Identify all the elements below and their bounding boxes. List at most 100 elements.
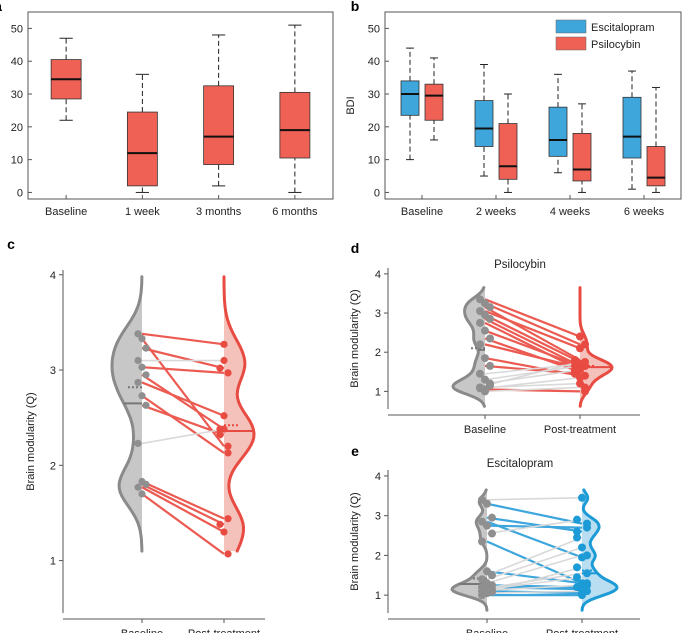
post-point — [216, 520, 224, 528]
baseline-point — [138, 363, 146, 371]
subject-change-line — [484, 361, 581, 387]
post-point — [220, 412, 228, 420]
y-tick-label: 0 — [374, 187, 380, 199]
post-point — [576, 332, 584, 341]
post-point — [224, 515, 232, 523]
post-point — [224, 369, 232, 377]
y-tick-label: 20 — [11, 122, 23, 134]
subject-change-line — [484, 314, 581, 363]
baseline-point — [476, 369, 484, 378]
subject-change-line — [484, 321, 581, 371]
panel-label: c — [7, 236, 15, 252]
subject-change-line — [484, 329, 581, 367]
post-point — [224, 449, 232, 457]
post-point — [220, 356, 228, 365]
subject-change-line — [484, 310, 581, 350]
baseline-half-violin-fill — [453, 287, 485, 407]
y-tick-label: 0 — [17, 187, 23, 199]
y-tick-label: 2 — [375, 347, 381, 359]
y-tick-label: 4 — [50, 270, 56, 282]
subject-change-line — [141, 480, 225, 520]
post-half-violin-fill — [582, 489, 617, 611]
post-point — [583, 569, 591, 578]
baseline-point — [486, 314, 494, 323]
y-tick-label: 2 — [375, 550, 381, 562]
subject-change-line — [484, 376, 581, 390]
y-tick-label: 4 — [375, 269, 381, 281]
panel-d-psilocybin-modularity-raincloud: d Psilocybin 1 2 3 4 Brain modularity (Q) Basel… — [349, 240, 640, 436]
baseline-half-violin-outline — [450, 488, 489, 612]
x-tick-label: 2 weeks — [476, 206, 517, 218]
legend-swatch — [555, 36, 587, 51]
baseline-point — [488, 529, 496, 538]
post-point — [573, 515, 581, 524]
post-point — [224, 442, 232, 450]
subject-change-line — [486, 572, 583, 589]
subject-change-line — [486, 520, 583, 559]
y-tick-label: 1 — [50, 556, 56, 568]
box-iqr — [126, 111, 158, 187]
baseline-point — [486, 303, 494, 312]
y-tick-label: 2 — [50, 460, 56, 472]
baseline-point — [486, 381, 494, 390]
baseline-point — [142, 480, 150, 488]
baseline-half-violin-fill — [112, 276, 142, 552]
subject-change-line — [141, 483, 225, 526]
post-point — [573, 563, 581, 572]
subject-change-line — [484, 365, 581, 381]
baseline-point — [142, 401, 150, 409]
post-point — [573, 573, 581, 582]
y-tick-label: 3 — [50, 365, 56, 377]
box-iqr — [548, 106, 568, 157]
subject-change-line — [486, 516, 583, 533]
baseline-point — [134, 356, 142, 365]
post-point — [220, 340, 228, 348]
box-iqr — [498, 123, 518, 180]
panel-label: e — [351, 443, 359, 459]
panel-c-modularity-raincloud: c 1 2 3 4 Brain modularity (Q) Baseline Post-tr… — [7, 236, 265, 633]
baseline-point — [481, 326, 489, 335]
post-point — [576, 344, 584, 353]
y-tick-label: 40 — [368, 56, 380, 68]
box-iqr — [279, 91, 311, 159]
x-tick-label: Post-treatment — [544, 424, 616, 436]
post-point — [581, 361, 589, 370]
post-point — [571, 358, 579, 366]
subject-change-line — [141, 381, 225, 417]
panel-e-escitalopram-modularity-raincloud: e Escitalopram 1 2 3 4 Brain modularity (Q) Bas… — [349, 443, 640, 633]
baseline-point — [134, 330, 142, 338]
y-axis-label: Brain modularity (Q) — [25, 392, 37, 490]
y-tick-label: 10 — [368, 155, 380, 167]
baseline-point — [134, 439, 142, 448]
subject-change-line — [484, 306, 581, 362]
baseline-point — [478, 537, 486, 546]
x-tick-label: Post-treatment — [546, 628, 618, 633]
baseline-point — [142, 371, 150, 379]
subject-change-line — [484, 302, 581, 346]
subject-change-line — [486, 584, 583, 592]
legend-swatch — [555, 19, 587, 34]
post-point — [583, 551, 591, 560]
box-iqr — [203, 85, 235, 165]
y-tick-label: 50 — [368, 23, 380, 35]
baseline-point — [138, 335, 146, 343]
post-point — [578, 493, 586, 502]
x-tick-label: 4 weeks — [550, 206, 591, 218]
plot-frame — [27, 11, 334, 200]
x-tick-label: 3 months — [196, 206, 242, 218]
post-half-violin-outline — [222, 275, 256, 553]
baseline-point — [138, 490, 146, 498]
post-point — [216, 431, 224, 439]
post-point — [220, 425, 228, 433]
box-iqr — [400, 80, 420, 116]
y-tick-label: 3 — [375, 511, 381, 523]
y-tick-label: 3 — [375, 308, 381, 320]
plot-frame — [384, 11, 682, 200]
subject-change-line — [484, 298, 581, 338]
subject-change-line — [141, 486, 225, 533]
subject-change-line — [486, 518, 583, 535]
box-iqr — [622, 96, 642, 159]
panel-b-bdi-comparison-boxplot: b 0 10 20 30 40 50 BDI Baseline 2 weeks 4 weeks 6 w… — [345, 0, 682, 218]
baseline-point — [488, 571, 496, 580]
